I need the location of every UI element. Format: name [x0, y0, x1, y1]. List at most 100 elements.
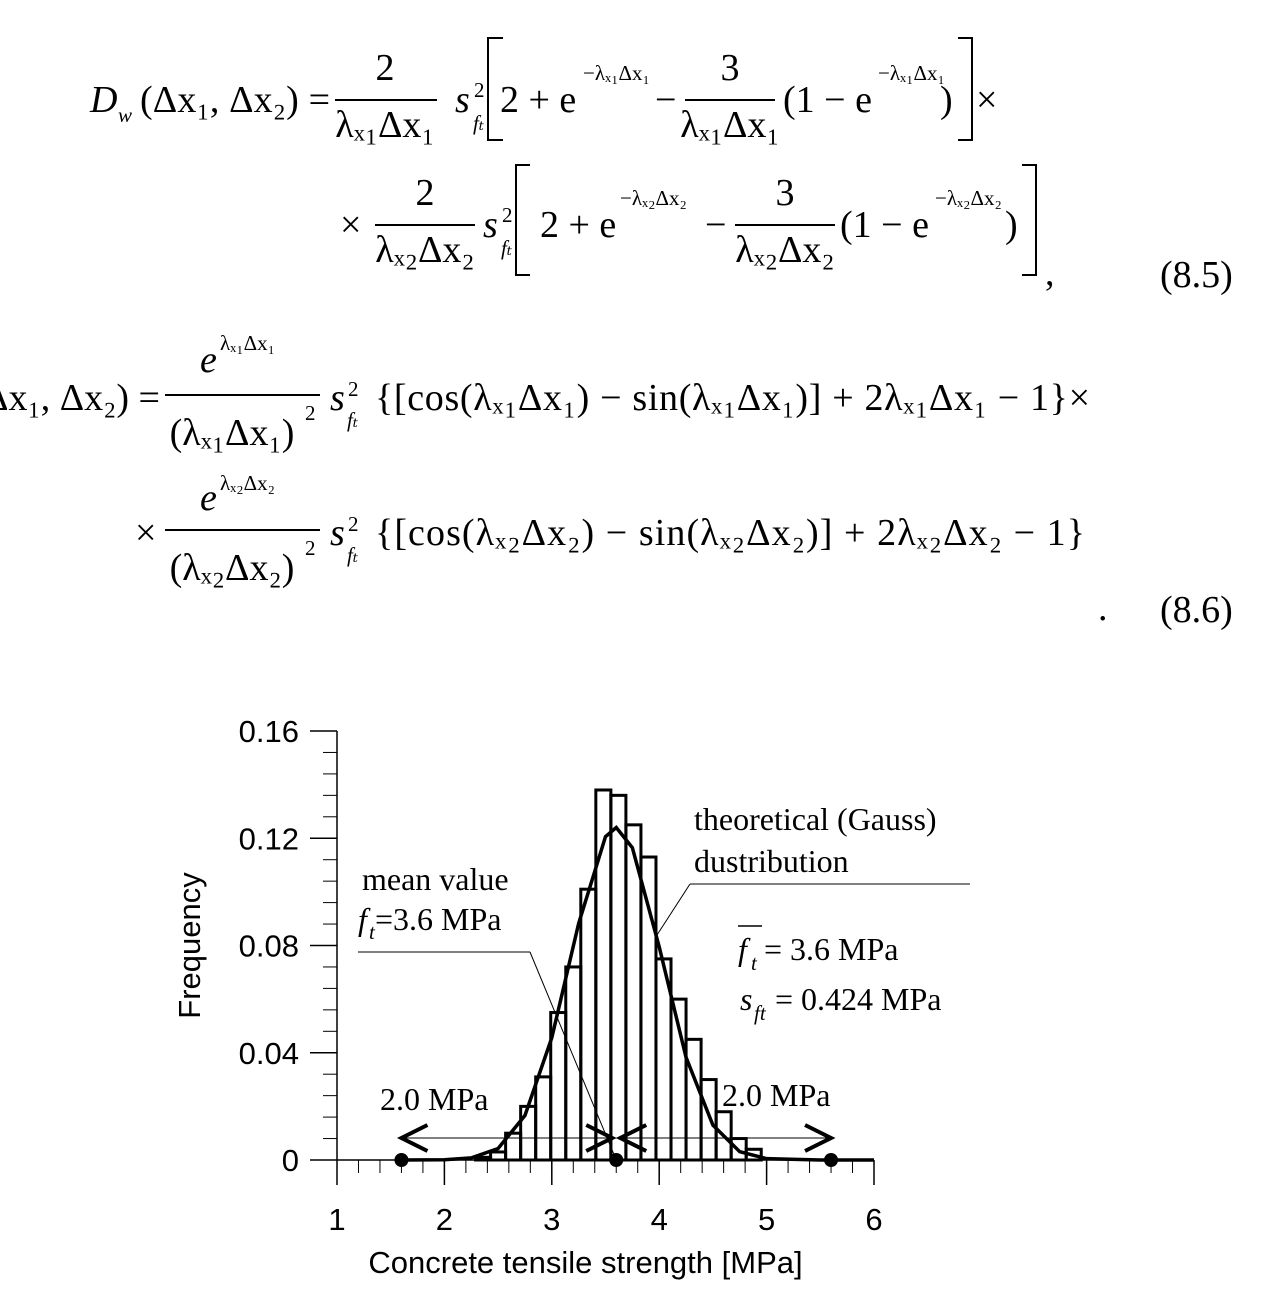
eq-token: 2 — [305, 401, 316, 425]
x-tick-label: 2 — [436, 1202, 453, 1237]
eq-token: fₜ — [501, 236, 512, 260]
annotation: 2.0 MPa — [722, 1077, 830, 1113]
arrow-head — [615, 1123, 648, 1153]
eq-token: λₓ₂Δx₂ — [735, 229, 834, 271]
eq-token: × — [340, 204, 361, 246]
histogram-bar — [474, 1155, 493, 1162]
eq-token: e — [200, 339, 217, 381]
arrow-head — [585, 1123, 617, 1153]
annotation: s — [740, 981, 752, 1017]
eq-token: s — [330, 377, 345, 419]
histogram-bar — [489, 1150, 508, 1162]
eq-token: (1 − e — [783, 79, 872, 121]
eq-token: Δx₁, Δx₂) = — [0, 377, 160, 419]
leader-line — [656, 883, 691, 936]
eq-token: 2 + e — [540, 204, 616, 246]
eq-token: , — [1045, 252, 1055, 294]
point-marker — [394, 1153, 409, 1167]
eq-token: − — [705, 204, 726, 246]
bracket — [958, 37, 973, 141]
eq-token: λₓ₂Δx₂ — [375, 229, 474, 271]
histogram-bar — [684, 1037, 703, 1162]
eq-token: ) — [1005, 204, 1018, 246]
equation-number: (8.5) — [1160, 254, 1233, 296]
y-tick-label: 0.12 — [239, 821, 299, 856]
eq-token: {[cos(λₓ₁Δx₁) − sin(λₓ₁Δx₁)] + 2λₓ₁Δx₁ −… — [375, 377, 1090, 419]
point-marker — [609, 1153, 624, 1167]
arrow-head — [396, 1123, 429, 1153]
leader-line — [529, 951, 617, 1161]
bracket — [487, 37, 503, 141]
eq-token: (λₓ₁Δx₁) — [170, 412, 295, 454]
eq-token: 3 — [776, 172, 795, 214]
eq-token: . — [1098, 587, 1108, 629]
eq-token: 2 — [416, 172, 435, 214]
y-tick-label: 0 — [282, 1143, 299, 1178]
equation-8-5: D w (Δx₁, Δx₂) = 2 λₓ₁Δx₁ s 2 fₜ 2 + e −… — [89, 37, 1233, 296]
x-tick-label: 3 — [543, 1202, 560, 1237]
equation-8-6: Δx₁, Δx₂) = e λₓ₁Δx₁ (λₓ₁Δx₁) 2 s 2 fₜ {… — [0, 331, 1233, 631]
x-tick-label: 4 — [651, 1202, 668, 1237]
annotation: mean value — [362, 861, 509, 897]
eq-token: −λₓ₂Δx₂ — [620, 186, 687, 210]
equation-number: (8.6) — [1160, 589, 1233, 631]
histogram-bar — [579, 887, 598, 1162]
eq-token: e — [200, 477, 217, 519]
histogram-bar — [564, 965, 583, 1162]
histogram-bar — [609, 793, 628, 1162]
eq-token: 2 + e — [500, 79, 576, 121]
eq-token: λₓ₁Δx₁ — [220, 331, 275, 355]
annotation: f — [738, 931, 751, 967]
x-tick-label: 6 — [865, 1202, 882, 1237]
eq-token: (λₓ₂Δx₂) — [170, 547, 295, 589]
point-marker — [824, 1153, 839, 1167]
annotation: ft — [754, 1001, 767, 1025]
eq-token: s — [330, 512, 345, 554]
eq-token: λₓ₁Δx₁ — [680, 104, 779, 146]
annotation: theoretical (Gauss) — [694, 801, 937, 837]
histogram-bar — [714, 1110, 733, 1162]
annotation: t — [369, 920, 376, 944]
eq-token: s — [483, 204, 498, 246]
eq-token: × — [976, 79, 997, 121]
eq-token: D — [89, 79, 117, 121]
y-tick-label: 0.16 — [239, 714, 299, 749]
eq-token: λₓ₂Δx₂ — [220, 471, 275, 495]
eq-token: fₜ — [473, 111, 484, 135]
eq-token: 2 — [376, 47, 395, 89]
eq-token: fₜ — [347, 543, 358, 567]
y-tick-label: 0.08 — [239, 929, 299, 964]
eq-token: −λₓ₁Δx₁ — [583, 61, 650, 85]
annotation: =3.6 MPa — [375, 901, 502, 937]
bracket — [1022, 164, 1037, 276]
eq-token: 2 — [348, 512, 359, 536]
x-tick-label: 5 — [758, 1202, 775, 1237]
y-tick-label: 0.04 — [239, 1036, 299, 1071]
eq-token: w — [118, 103, 132, 127]
eq-token: × — [135, 512, 156, 554]
gauss-curve — [401, 825, 874, 1162]
x-axis-title: Concrete tensile strength [MPa] — [368, 1245, 802, 1280]
eq-token: − — [655, 79, 676, 121]
eq-token: 3 — [721, 47, 740, 89]
eq-token: 2 — [305, 536, 316, 560]
eq-token: ) — [940, 79, 953, 121]
annotation: = 0.424 MPa — [775, 981, 942, 1017]
arrow-head — [804, 1123, 836, 1153]
eq-token: (Δx₁, Δx₂) = — [140, 79, 330, 121]
histogram-bar — [699, 1078, 718, 1162]
eq-token: −λₓ₁Δx₁ — [878, 61, 945, 85]
eq-token: fₜ — [347, 408, 358, 432]
annotation: 2.0 MPa — [380, 1081, 488, 1117]
eq-token: 2 — [502, 203, 513, 227]
eq-token: s — [455, 79, 470, 121]
histogram-bar — [534, 1075, 553, 1162]
annotation: dustribution — [694, 843, 849, 879]
y-axis-title: Frequency — [172, 872, 207, 1019]
eq-token: {[cos(λₓ₂Δx₂) − sin(λₓ₂Δx₂)] + 2λₓ₂Δx₂ −… — [375, 512, 1085, 554]
histogram-bar — [519, 1104, 538, 1162]
eq-token: 2 — [474, 78, 485, 102]
x-tick-label: 1 — [328, 1202, 345, 1237]
